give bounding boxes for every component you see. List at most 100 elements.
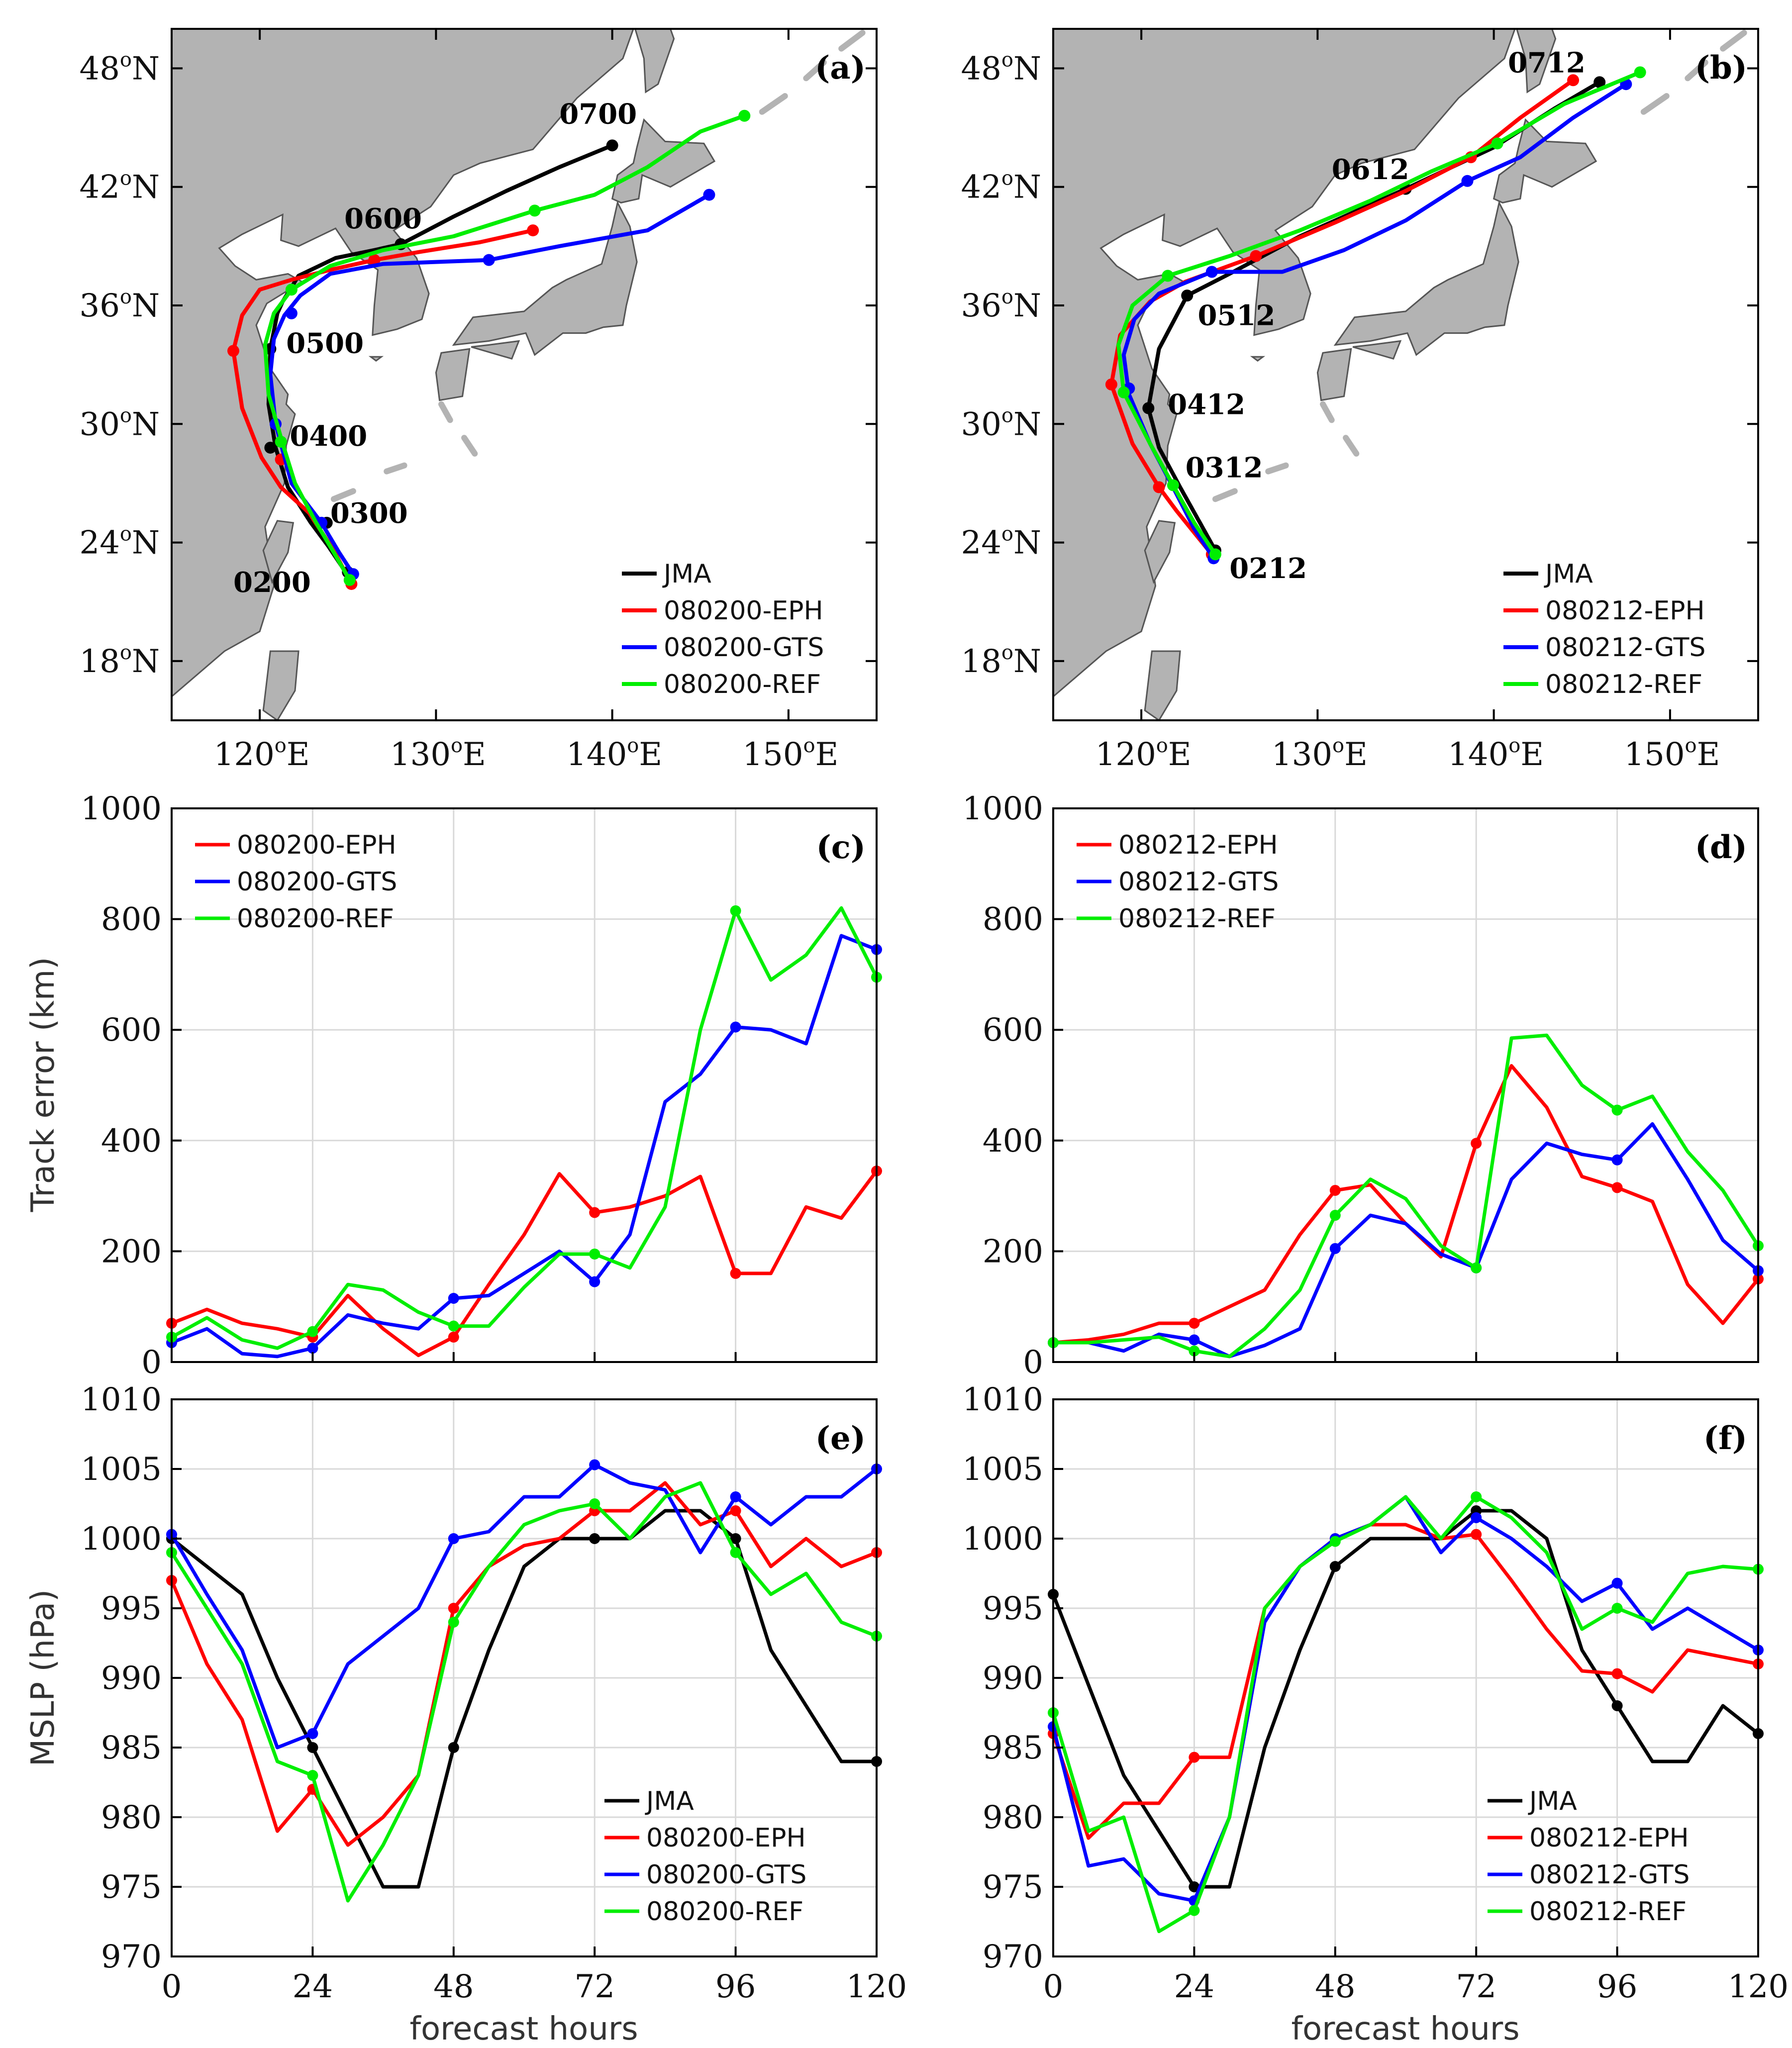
track-marker-a-080200-REF-3 bbox=[528, 204, 541, 217]
legend-label-f-0: JMA bbox=[1528, 1786, 1577, 1816]
panel-e-series bbox=[166, 1459, 882, 1903]
panel-e-ticks: 0 24 48 72 96 120 970 975 980 985 990 995 1000 1005 10… bbox=[81, 1381, 907, 2005]
track-marker-a-080200-REF-4 bbox=[738, 109, 751, 122]
island-dash-a-1 bbox=[461, 435, 478, 457]
land-b-7 bbox=[1144, 650, 1181, 720]
series-point-d-080212-GTS-1 bbox=[1189, 1334, 1200, 1346]
panel-f-label: (f) bbox=[1703, 1420, 1747, 1457]
panel-a-map: 120oE 130oE 140oE 150oE 18oN 24oN 30oN 36oN 42oN… bbox=[79, 28, 878, 773]
series-point-e-080200-REF-4 bbox=[730, 1547, 741, 1558]
track-marker-a-080200-GTS-5 bbox=[703, 189, 715, 201]
panel-a-tracks bbox=[227, 109, 751, 590]
track-marker-a-JMA-5 bbox=[606, 139, 618, 152]
track-a-080200-EPH bbox=[231, 228, 535, 586]
track-marker-b-080212-GTS-2 bbox=[1205, 266, 1218, 278]
series-line-c-080200-EPH bbox=[171, 1170, 878, 1358]
series-point-e-JMA-2 bbox=[448, 1742, 459, 1753]
land-a-8 bbox=[368, 356, 384, 362]
series-point-d-080212-GTS-4 bbox=[1611, 1154, 1623, 1166]
track-marker-b-080212-REF-0 bbox=[1209, 548, 1221, 561]
panel-b-legend: JMA 080212-EPH 080212-GTS 080212-REF bbox=[1503, 559, 1705, 699]
legend-label-a-0: JMA bbox=[662, 559, 711, 589]
series-point-e-080200-GTS-1 bbox=[307, 1728, 318, 1739]
panel-d-legend: 080212-EPH 080212-GTS 080212-REF bbox=[1077, 830, 1279, 934]
land-b-5 bbox=[1316, 348, 1352, 401]
land-a bbox=[172, 29, 866, 720]
ytick-label-e-6: 1000 bbox=[81, 1521, 162, 1558]
xtick-label-e-4: 96 bbox=[715, 1968, 756, 2005]
series-point-f-080212-REF-4 bbox=[1611, 1603, 1623, 1614]
ytick-label-e-7: 1005 bbox=[81, 1451, 162, 1488]
panel-c-label: (c) bbox=[816, 829, 866, 866]
panel-c-ylabel: Track error (km) bbox=[25, 957, 62, 1212]
ytick-label-c-5: 1000 bbox=[81, 790, 162, 827]
series-point-c-080200-REF-4 bbox=[730, 905, 741, 916]
legend-label-d-1: 080212-GTS bbox=[1118, 867, 1279, 897]
island-dash-b-5 bbox=[1685, 59, 1708, 82]
series-point-c-080200-GTS-3 bbox=[589, 1276, 600, 1287]
ytick-label-d-2: 400 bbox=[983, 1123, 1043, 1160]
series-point-d-080212-REF-4 bbox=[1611, 1104, 1623, 1116]
panel-c-ticks: 0 200 400 600 800 1000 bbox=[81, 790, 878, 1381]
ytick-label-f-4: 990 bbox=[983, 1660, 1043, 1697]
panel-f-ticks: 0 24 48 72 96 120 970 975 980 985 990 995 1000 1005 10… bbox=[962, 1381, 1789, 2005]
series-point-e-080200-GTS-2 bbox=[448, 1533, 459, 1544]
xtick-label-e-3: 72 bbox=[574, 1968, 614, 2005]
ytick-label-c-1: 200 bbox=[101, 1233, 162, 1270]
series-point-f-JMA-2 bbox=[1329, 1561, 1341, 1572]
time-label-0500: 0500 bbox=[286, 327, 364, 360]
track-marker-a-080200-REF-2 bbox=[285, 284, 298, 296]
track-marker-b-JMA-2 bbox=[1181, 290, 1194, 302]
track-marker-a-080200-REF-0 bbox=[343, 574, 356, 586]
xtick-label-f-3: 72 bbox=[1456, 1968, 1496, 2005]
series-point-f-080212-REF-2 bbox=[1329, 1536, 1341, 1547]
land-a-2 bbox=[611, 118, 716, 204]
land-b-3 bbox=[1333, 200, 1519, 356]
panel-b-ticks: 120oE 130oE 140oE 150oE 18oN 24oN 30oN 36oN 42oN… bbox=[961, 29, 1758, 773]
ytick-label-e-8: 1010 bbox=[81, 1381, 162, 1418]
xtick-label-e-2: 48 bbox=[433, 1968, 474, 2005]
series-point-f-080212-GTS-4 bbox=[1611, 1577, 1623, 1589]
track-marker-b-080212-REF-5 bbox=[1634, 66, 1646, 79]
xtick-label-f-0: 0 bbox=[1043, 1968, 1064, 2005]
panel-b-map: 120oE 130oE 140oE 150oE 18oN 24oN 30oN 36oN 42oN… bbox=[961, 28, 1759, 773]
series-point-e-080200-REF-3 bbox=[589, 1498, 600, 1509]
time-label-0200: 0200 bbox=[233, 566, 311, 599]
series-point-d-080212-EPH-2 bbox=[1329, 1184, 1341, 1196]
track-marker-b-080212-EPH-1 bbox=[1153, 481, 1165, 493]
ytick-label-b-4: 42oN bbox=[961, 167, 1041, 206]
series-point-e-080200-GTS-4 bbox=[730, 1491, 741, 1502]
legend-label-c-1: 080200-GTS bbox=[237, 867, 397, 897]
land-a-7 bbox=[262, 650, 299, 720]
series-point-d-080212-REF-2 bbox=[1329, 1210, 1341, 1221]
land-a-6 bbox=[262, 520, 295, 585]
panel-e-legend: JMA 080200-EPH 080200-GTS 080200-REF bbox=[604, 1786, 806, 1927]
island-dash-a-6 bbox=[838, 29, 866, 52]
panel-f-series bbox=[1048, 1491, 1764, 1934]
series-point-f-JMA-4 bbox=[1611, 1700, 1623, 1711]
land-b-2 bbox=[1493, 118, 1597, 204]
legend-label-d-0: 080212-EPH bbox=[1118, 830, 1278, 860]
xtick-label-f-1: 24 bbox=[1174, 1968, 1214, 2005]
ytick-label-d-5: 1000 bbox=[962, 790, 1043, 827]
time-label-0400: 0400 bbox=[290, 420, 367, 453]
panel-f-legend: JMA 080212-EPH 080212-GTS 080212-REF bbox=[1488, 1786, 1690, 1927]
ytick-label-f-7: 1005 bbox=[962, 1451, 1043, 1488]
track-marker-a-080200-GTS-3 bbox=[285, 307, 298, 319]
legend-label-b-3: 080212-REF bbox=[1545, 670, 1702, 699]
panel-e-label: (e) bbox=[815, 1420, 866, 1457]
series-line-f-080212-EPH bbox=[1051, 1523, 1759, 1840]
track-marker-a-080200-EPH-2 bbox=[227, 345, 239, 357]
series-point-e-080200-REF-1 bbox=[307, 1770, 318, 1781]
land-a-0 bbox=[172, 29, 634, 698]
panel-a-label: (a) bbox=[815, 49, 866, 87]
series-point-f-080212-GTS-3 bbox=[1471, 1512, 1482, 1523]
legend-label-c-0: 080200-EPH bbox=[237, 830, 397, 860]
panel-f-chart: 0 24 48 72 96 120 970 975 980 985 990 995 1000 1005 10… bbox=[962, 1381, 1789, 2048]
series-point-c-080200-GTS-4 bbox=[730, 1021, 741, 1033]
panel-d-series bbox=[1048, 1033, 1764, 1359]
panel-d-label: (d) bbox=[1695, 829, 1747, 866]
series-point-f-080212-EPH-1 bbox=[1189, 1752, 1200, 1763]
ytick-label-d-0: 0 bbox=[1023, 1344, 1043, 1381]
